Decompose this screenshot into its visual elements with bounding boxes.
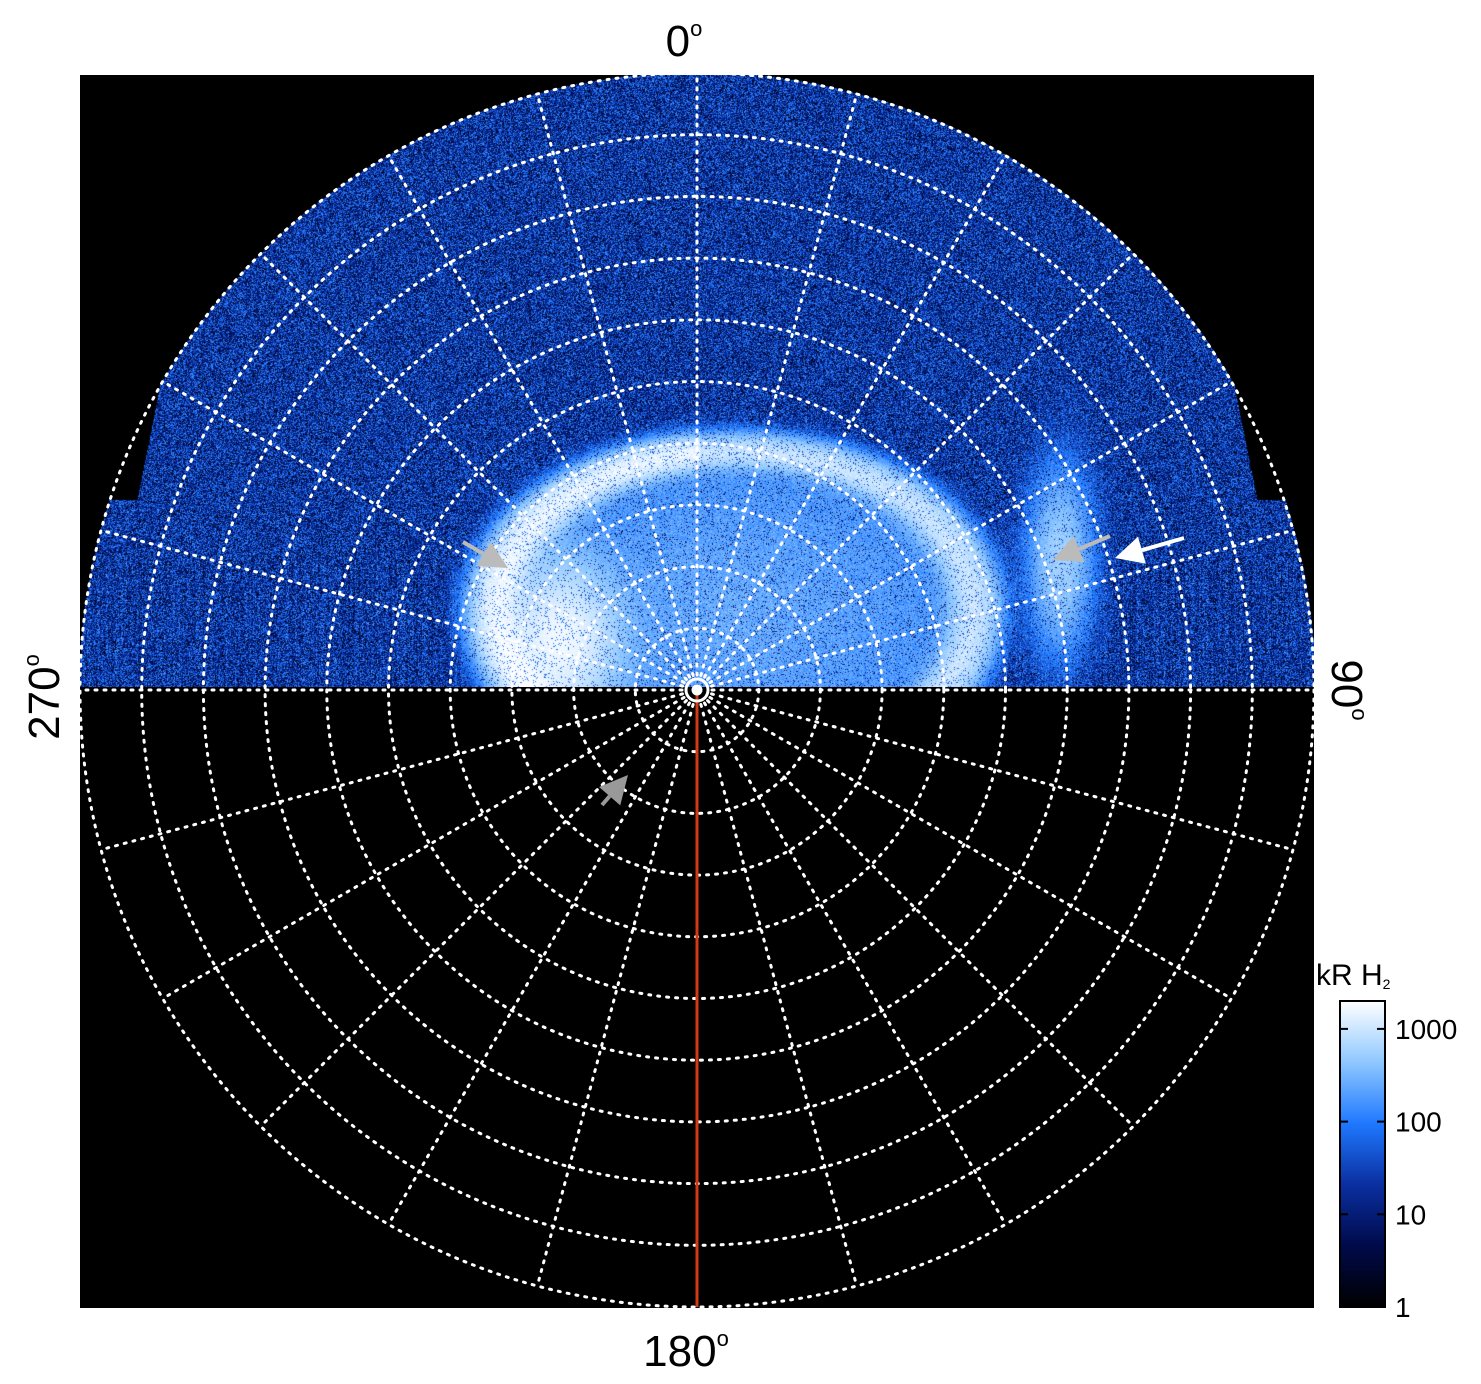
meridian-line <box>699 702 859 1288</box>
pole-marker <box>684 677 710 703</box>
colorbar-title: kR H2 <box>1316 959 1391 992</box>
axis-label-left-value: 270 <box>20 666 69 739</box>
latitude-circle <box>78 71 1316 1309</box>
meridian-line <box>535 92 695 678</box>
meridian-line <box>708 380 1233 684</box>
axis-label-left: 270o <box>19 654 69 740</box>
meridian-line <box>703 154 1007 679</box>
axis-label-right-value: 90 <box>1322 659 1371 708</box>
meridian-line <box>535 702 695 1288</box>
axis-label-left-degree: o <box>19 654 44 666</box>
colorbar-tick-label: 1 <box>1395 1292 1411 1323</box>
pole-marker-ring <box>684 677 710 703</box>
meridian-line <box>99 692 685 852</box>
meridian-line <box>387 154 691 679</box>
meridian-line <box>99 528 685 688</box>
meridian-line <box>161 380 686 684</box>
meridian-line <box>699 92 859 678</box>
annotation-arrow-shaft <box>600 794 612 807</box>
axis-label-bottom: 180o <box>643 1326 729 1376</box>
latitude-circle <box>325 318 1069 1062</box>
axis-label-right: 90o <box>1322 659 1372 720</box>
colorbar-tick-label: 1000 <box>1395 1014 1457 1045</box>
meridian-line <box>706 699 1135 1128</box>
axis-label-top-value: 0 <box>666 17 690 66</box>
colorbar-scale <box>1339 1000 1386 1308</box>
meridian-line <box>709 692 1295 852</box>
colorbar-ticks: 1 10 100 1000 <box>1340 1014 1457 1323</box>
meridian-line <box>259 252 688 681</box>
meridian-line <box>709 528 1295 688</box>
axis-label-top-degree: o <box>690 16 702 41</box>
meridian-line <box>259 699 688 1128</box>
annotation-arrows <box>461 534 1185 807</box>
annotation-arrow-head <box>476 541 508 568</box>
annotation-arrow-head <box>599 775 628 806</box>
annotation-arrow-head <box>1115 536 1146 564</box>
annotation-arrow-shaft <box>1078 534 1111 551</box>
meridian-line <box>161 696 686 1000</box>
pole-marker-inner <box>691 684 703 696</box>
meridian-line <box>708 696 1233 1000</box>
latitude-circle <box>387 380 1007 1000</box>
meridian-line <box>703 701 1007 1226</box>
axis-label-top: 0o <box>666 16 703 66</box>
colorbar-title-main: kR H <box>1316 959 1383 992</box>
axis-label-right-degree: o <box>1347 708 1372 720</box>
colorbar-title-sub: 2 <box>1383 976 1391 992</box>
axis-label-bottom-value: 180 <box>643 1327 716 1376</box>
annotation-arrow-shaft <box>461 540 485 556</box>
meridian-line <box>387 701 691 1226</box>
colorbar: kR H2 1 10 100 1000 <box>1316 959 1457 1323</box>
colorbar-tick-label: 10 <box>1395 1199 1426 1230</box>
meridian-line <box>706 252 1135 681</box>
colorbar-tick-label: 100 <box>1395 1107 1442 1138</box>
axis-label-bottom-degree: o <box>717 1326 729 1351</box>
annotation-arrow-head <box>1053 536 1085 563</box>
annotation-arrow-shaft <box>1141 536 1185 553</box>
